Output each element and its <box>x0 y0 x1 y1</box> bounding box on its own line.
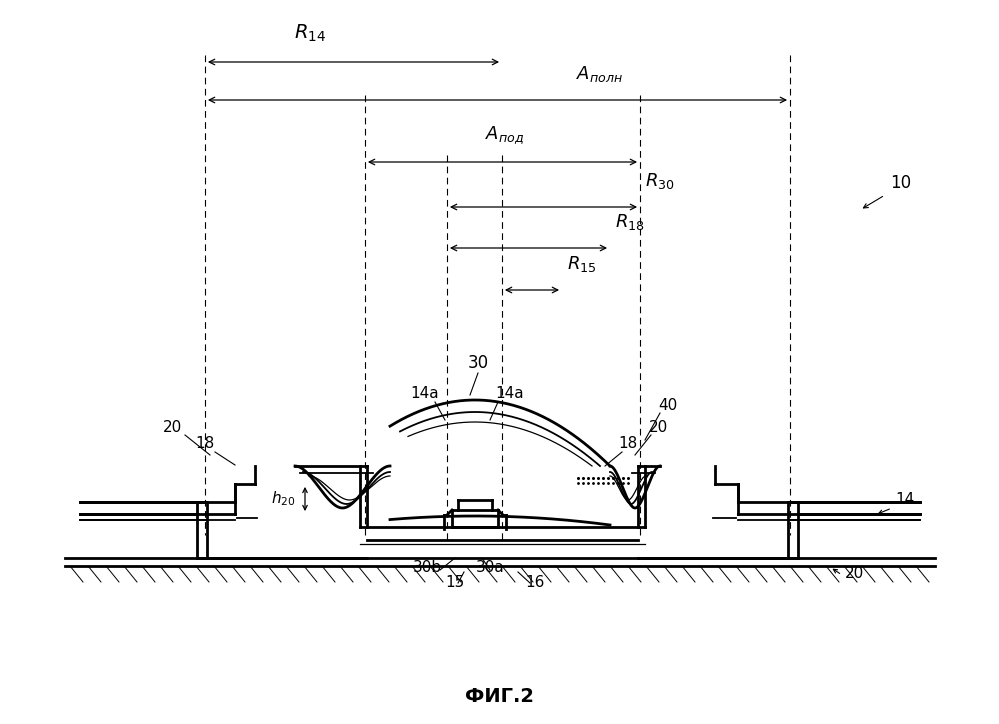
Text: 18: 18 <box>196 436 215 451</box>
Text: 18: 18 <box>618 436 637 451</box>
Text: 30: 30 <box>468 354 489 372</box>
Text: 40: 40 <box>658 398 677 413</box>
Text: 10: 10 <box>890 174 911 192</box>
Text: 14: 14 <box>895 492 914 507</box>
Text: 14a: 14a <box>411 386 440 401</box>
Text: $R_{30}$: $R_{30}$ <box>645 171 674 191</box>
Text: 30a: 30a <box>476 560 504 575</box>
Text: 20: 20 <box>648 420 667 435</box>
Text: 16: 16 <box>525 575 544 590</box>
Text: $R_{14}$: $R_{14}$ <box>294 22 326 44</box>
Text: 15: 15 <box>446 575 465 590</box>
Text: $h_{20}$: $h_{20}$ <box>271 489 296 508</box>
Text: $R_{18}$: $R_{18}$ <box>615 212 644 232</box>
Text: ФИГ.2: ФИГ.2 <box>465 686 533 705</box>
Text: $R_{15}$: $R_{15}$ <box>567 254 596 274</box>
Text: 20: 20 <box>163 420 182 435</box>
Text: 20: 20 <box>845 566 864 581</box>
Text: $A_{полн}$: $A_{полн}$ <box>576 64 623 84</box>
Text: 14a: 14a <box>495 386 523 401</box>
Text: 30b: 30b <box>413 560 442 575</box>
Text: $A_{под}$: $A_{под}$ <box>486 125 524 146</box>
